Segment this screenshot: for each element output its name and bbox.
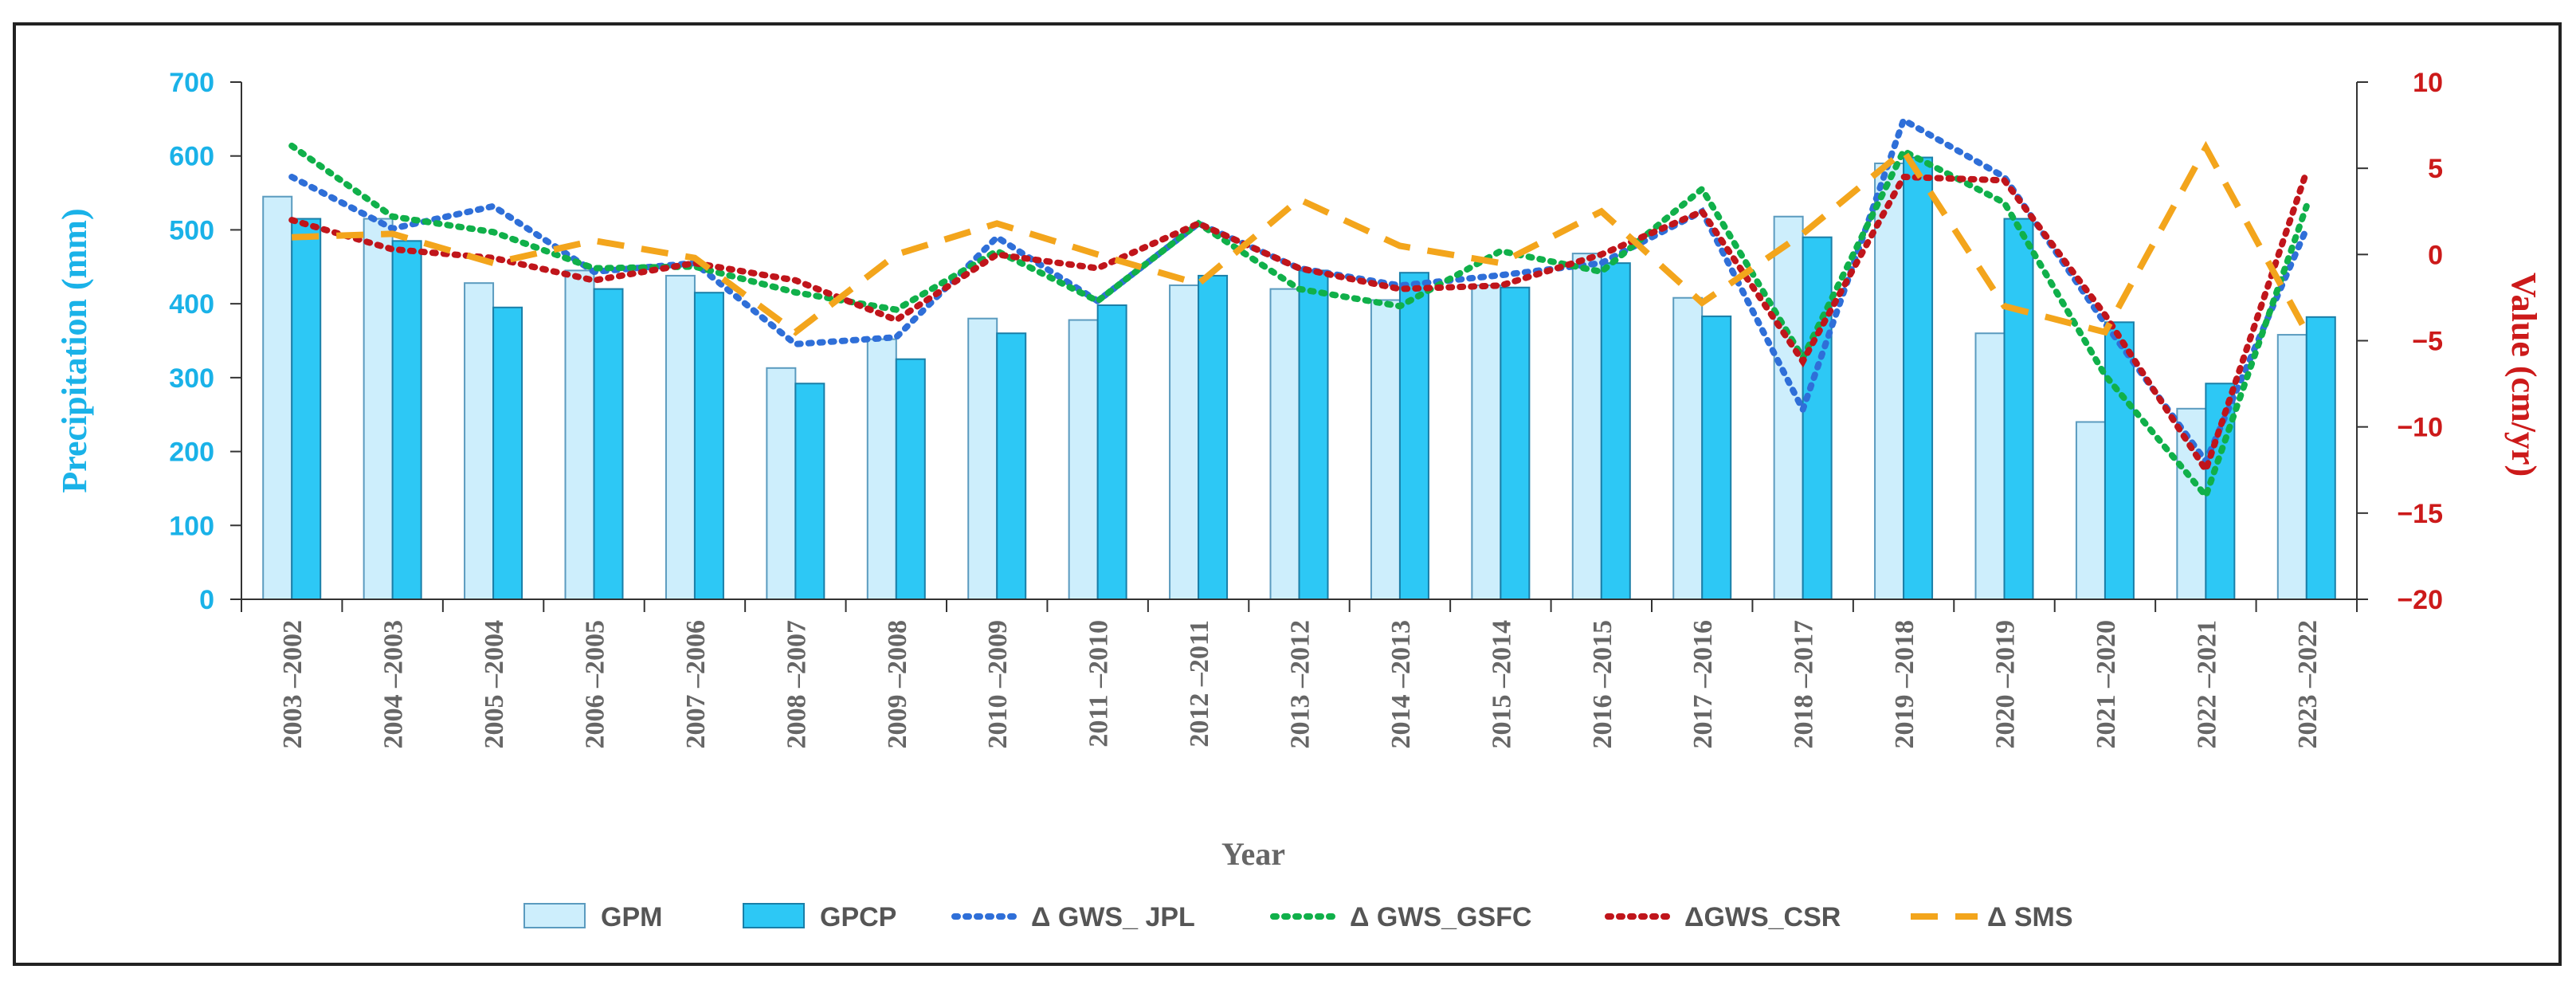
bar-gpcp-14 (1701, 315, 1732, 600)
bar-gpm-17 (1974, 332, 2006, 600)
bar-gpcp-6 (895, 358, 926, 600)
x-tick-label: 2007 –2006 (681, 620, 711, 749)
x-tick-label: 2019 –2018 (1890, 620, 1919, 749)
bar-gpcp-4 (693, 292, 724, 600)
x-tick-label: 2015 –2014 (1487, 620, 1516, 749)
bar-gpm-1 (363, 218, 394, 600)
right-y-tick-label: −10 (2397, 413, 2443, 443)
right-y-tick-label: −20 (2397, 585, 2443, 615)
right-y-tick-label: −15 (2397, 499, 2443, 529)
bar-gpm-12 (1471, 284, 1502, 600)
left-y-tick-label: 600 (169, 142, 214, 172)
right-y-tick-label: −5 (2412, 327, 2443, 357)
bar-gpcp-7 (996, 332, 1027, 600)
bar-gpcp-1 (391, 240, 422, 600)
bar-gpm-14 (1672, 296, 1704, 600)
right-y-axis-title: Value (cm/yr) (2504, 273, 2543, 477)
x-tick-label: 2013 –2012 (1286, 620, 1315, 749)
bar-gpm-8 (1068, 319, 1099, 600)
left-y-tick-labels: 0 100 200 300 400 500 600 700 (169, 68, 241, 615)
bar-gpm-20 (2276, 334, 2307, 600)
bar-gpcp-20 (2305, 316, 2336, 600)
left-y-tick-label: 300 (169, 363, 214, 394)
legend-label-3: Δ GWS_GSFC (1350, 902, 1531, 932)
bar-gpcp-9 (1198, 274, 1229, 600)
bar-gpm-7 (967, 317, 998, 600)
x-axis-title: Year (1221, 836, 1285, 872)
x-tick-label: 2016 –2015 (1588, 620, 1617, 749)
bar-gpm-9 (1169, 284, 1200, 600)
bar-gpm-5 (766, 367, 797, 600)
bar-gpcp-5 (794, 383, 825, 600)
bar-gpm-2 (464, 282, 495, 600)
x-tick-label: 2004 –2003 (379, 620, 409, 749)
legend-label-1: GPCP (820, 902, 896, 932)
x-tick-label: 2022 –2021 (2192, 620, 2221, 749)
bar-gpcp-2 (492, 306, 523, 600)
x-tick-label: 2010 –2009 (983, 620, 1013, 749)
bar-gpm-18 (2075, 421, 2106, 600)
lines-layer (288, 115, 2310, 503)
x-tick-label: 2023 –2022 (2293, 620, 2323, 749)
bar-gpm-4 (665, 274, 696, 600)
bar-gpcp-0 (291, 218, 322, 600)
bars-layer (262, 156, 2336, 601)
x-tick-label: 2020 –2019 (1991, 620, 2021, 749)
bar-gpcp-18 (2104, 321, 2135, 600)
x-tick-label: 2018 –2017 (1790, 620, 1819, 749)
bar-gpm-13 (1571, 253, 1602, 600)
legend-swatch-0 (523, 903, 586, 928)
x-tick-label: 2006 –2005 (581, 620, 610, 749)
bar-gpcp-8 (1096, 304, 1127, 600)
bar-gpm-10 (1269, 288, 1300, 600)
left-y-tick-label: 200 (169, 438, 214, 468)
bar-gpm-3 (564, 269, 595, 600)
bar-gpm-6 (866, 338, 897, 600)
bar-gpm-15 (1773, 215, 1804, 600)
left-y-tick-label: 500 (169, 215, 214, 245)
legend-swatch-1 (743, 903, 805, 928)
x-tick-label: 2005 –2004 (480, 620, 509, 749)
bar-gpm-0 (262, 195, 293, 600)
x-tick-label: 2021 –2020 (2092, 620, 2121, 749)
right-y-tick-label: 5 (2428, 154, 2443, 184)
x-tick-labels: 2003 –2002 2004 –2003 2005 –2004 2006 –2005… (278, 620, 2323, 749)
left-y-tick-label: 700 (169, 68, 214, 98)
right-y-tick-label: 0 (2428, 240, 2443, 270)
x-tick-label: 2012 –2011 (1185, 620, 1214, 748)
right-y-tick-labels: −20 −15 −10 −5 0 5 10 (2357, 68, 2443, 615)
legend: GPM GPCP Δ GWS_ JPL Δ GWS_GSFC ΔGWS_CSR Δ SMS (523, 902, 2073, 932)
x-tick-label: 2009 –2008 (883, 620, 912, 749)
bar-gpcp-11 (1398, 272, 1429, 600)
bar-gpcp-17 (2003, 218, 2034, 600)
bar-gpcp-13 (1600, 262, 1631, 600)
bar-gpcp-15 (1802, 236, 1833, 600)
x-tick-label: 2008 –2007 (782, 620, 811, 749)
left-y-tick-label: 0 (199, 585, 214, 615)
left-y-axis-title: Precipitation (mm) (55, 208, 94, 493)
x-tick-label: 2014 –2013 (1386, 620, 1416, 749)
left-y-tick-label: 400 (169, 289, 214, 320)
bar-gpcp-16 (1903, 156, 1934, 601)
line-series-2 (288, 168, 2310, 477)
left-y-tick-label: 100 (169, 511, 214, 541)
line-series-1 (288, 143, 2310, 503)
bar-gpcp-3 (593, 288, 624, 600)
legend-label-2: Δ GWS_ JPL (1031, 902, 1195, 932)
legend-label-4: ΔGWS_CSR (1684, 902, 1841, 932)
legend-label-5: Δ SMS (1987, 902, 2073, 932)
x-tick-label: 2003 –2002 (278, 620, 308, 749)
bar-gpcp-12 (1500, 286, 1531, 600)
legend-label-0: GPM (601, 902, 662, 932)
right-y-tick-label: 10 (2413, 68, 2443, 98)
x-tick-label: 2017 –2016 (1688, 620, 1718, 749)
bar-gpm-19 (2176, 407, 2207, 600)
bar-gpcp-10 (1298, 269, 1329, 600)
x-tick-label: 2011 –2010 (1084, 620, 1114, 748)
bar-gpm-11 (1370, 299, 1401, 600)
bar-gpm-16 (1874, 162, 1905, 600)
